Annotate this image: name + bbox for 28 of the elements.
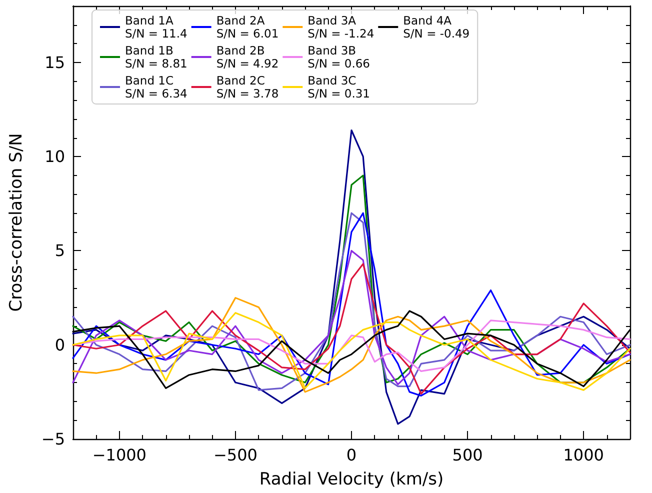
line-series bbox=[72, 174, 631, 384]
x-tick-label: −500 bbox=[213, 446, 258, 464]
legend-label: Band 2B S/N = 4.92 bbox=[216, 44, 279, 70]
legend-label: Band 3B S/N = 0.66 bbox=[308, 44, 370, 70]
y-tick-label: 15 bbox=[44, 52, 65, 72]
x-axis-title: Radial Velocity (km/s) bbox=[259, 470, 444, 490]
line-series bbox=[72, 263, 631, 395]
legend-label: Band 1C S/N = 6.34 bbox=[125, 74, 188, 100]
y-tick-label: 0 bbox=[54, 335, 65, 354]
y-axis-title: Cross-correlation S/N bbox=[6, 133, 26, 312]
y-tick-label: −5 bbox=[41, 430, 65, 448]
y-tick-label: 5 bbox=[54, 241, 65, 260]
line-series bbox=[72, 129, 631, 425]
line-series bbox=[72, 320, 631, 372]
legend-label: Band 1B S/N = 8.81 bbox=[125, 44, 188, 70]
legend-label: Band 3A S/N = -1.24 bbox=[308, 14, 374, 40]
legend-label: Band 2C S/N = 3.78 bbox=[216, 74, 279, 100]
legend-label: Band 4A S/N = -0.49 bbox=[403, 14, 470, 40]
y-tick-label: 10 bbox=[44, 147, 65, 166]
line-series bbox=[72, 297, 631, 393]
x-tick-label: 1000 bbox=[563, 446, 604, 464]
line-series bbox=[72, 250, 631, 386]
x-tick-label: −1000 bbox=[92, 446, 146, 464]
legend-label: Band 3C S/N = 0.31 bbox=[308, 74, 370, 100]
x-tick-label: 0 bbox=[346, 446, 357, 464]
legend-label: Band 2A S/N = 6.01 bbox=[216, 14, 279, 40]
x-tick-label: 500 bbox=[452, 446, 483, 464]
legend-label: Band 1A S/N = 11.4 bbox=[125, 14, 188, 40]
